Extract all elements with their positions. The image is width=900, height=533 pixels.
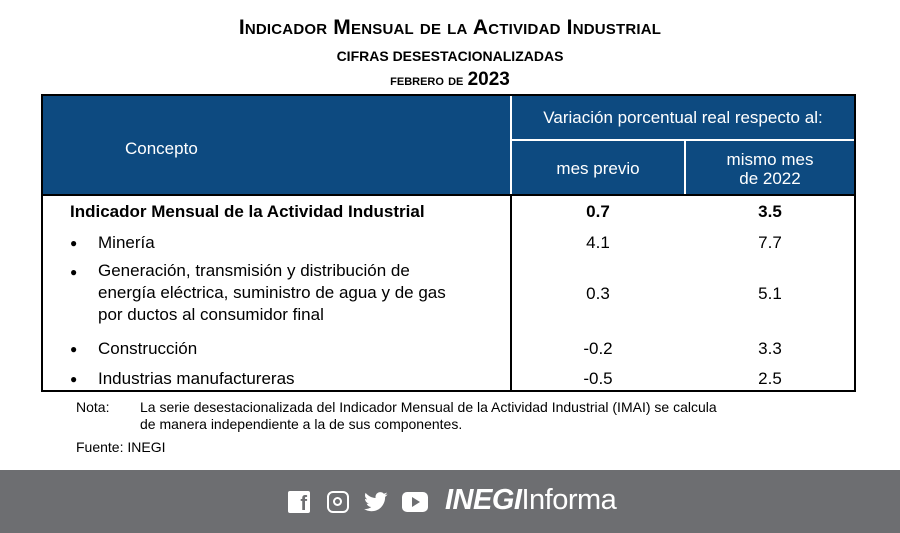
period-year: 2023 (467, 69, 510, 90)
report-title: Indicador Mensual de la Actividad Indust… (238, 16, 662, 39)
row-label: Generación, transmisión y distribución d… (98, 260, 446, 326)
value-mes-previo: 0.7 (586, 202, 610, 221)
row-label-line: energía eléctrica, suministro de agua y … (98, 283, 446, 302)
value-mes-previo: -0.5 (583, 369, 613, 388)
instagram-icon[interactable] (327, 491, 349, 513)
col-mismo-mes-line1: mismo mes (726, 150, 814, 169)
facebook-icon[interactable]: f (288, 491, 310, 515)
bullet-icon: ● (70, 236, 78, 250)
col-group-variacion: Variación porcentual real respecto al: (543, 108, 823, 127)
youtube-icon[interactable] (402, 492, 428, 512)
col-mismo-mes: mismo mes de 2022 (686, 150, 854, 188)
data-table: Concepto Variación porcentual real respe… (41, 94, 856, 392)
bullet-icon: ● (70, 372, 78, 386)
row-label: Minería (98, 233, 155, 252)
note-key: Nota: (76, 399, 110, 415)
row-label: Construcción (98, 339, 198, 358)
brand-light: Informa (521, 484, 617, 516)
period-prefix: febrero de (390, 72, 464, 89)
value-mes-previo: 0.3 (586, 284, 610, 303)
note-line: La serie desestacionalizada del Indicado… (140, 399, 717, 415)
note-text: La serie desestacionalizada del Indicado… (140, 399, 860, 433)
value-mes-previo: -0.2 (583, 339, 613, 358)
value-mismo-mes: 7.7 (758, 233, 782, 252)
footer-bar: f INEGIInforma (0, 470, 900, 533)
report-subtitle: CIFRAS DESESTACIONALIZADAS (336, 48, 564, 64)
value-mismo-mes: 5.1 (758, 284, 782, 303)
inegi-informa-logo: INEGIInforma (445, 484, 617, 517)
col-concepto: Concepto (125, 139, 198, 158)
facebook-glyph: f (300, 493, 307, 515)
brand-bold: INEGI (445, 484, 522, 516)
row-label-line: por ductos al consumidor final (98, 305, 324, 324)
row-label: Industrias manufactureras (98, 369, 295, 388)
col-mes-previo: mes previo (556, 159, 640, 178)
bullet-icon: ● (70, 342, 78, 356)
twitter-icon[interactable] (364, 491, 388, 513)
value-mismo-mes: 2.5 (758, 369, 782, 388)
value-mismo-mes: 3.5 (758, 202, 782, 221)
bullet-icon: ● (70, 265, 78, 279)
row-label-line: Generación, transmisión y distribución d… (98, 261, 410, 280)
col-mismo-mes-line2: de 2022 (739, 169, 801, 188)
value-mes-previo: 4.1 (586, 233, 610, 252)
row-label: Indicador Mensual de la Actividad Indust… (70, 202, 425, 221)
source-note: Fuente: INEGI (76, 439, 166, 455)
note-line: de manera independiente a la de sus comp… (140, 416, 463, 432)
report-period: febrero de 2023 (0, 69, 900, 91)
table-header: Concepto Variación porcentual real respe… (43, 96, 854, 196)
value-mismo-mes: 3.3 (758, 339, 782, 358)
